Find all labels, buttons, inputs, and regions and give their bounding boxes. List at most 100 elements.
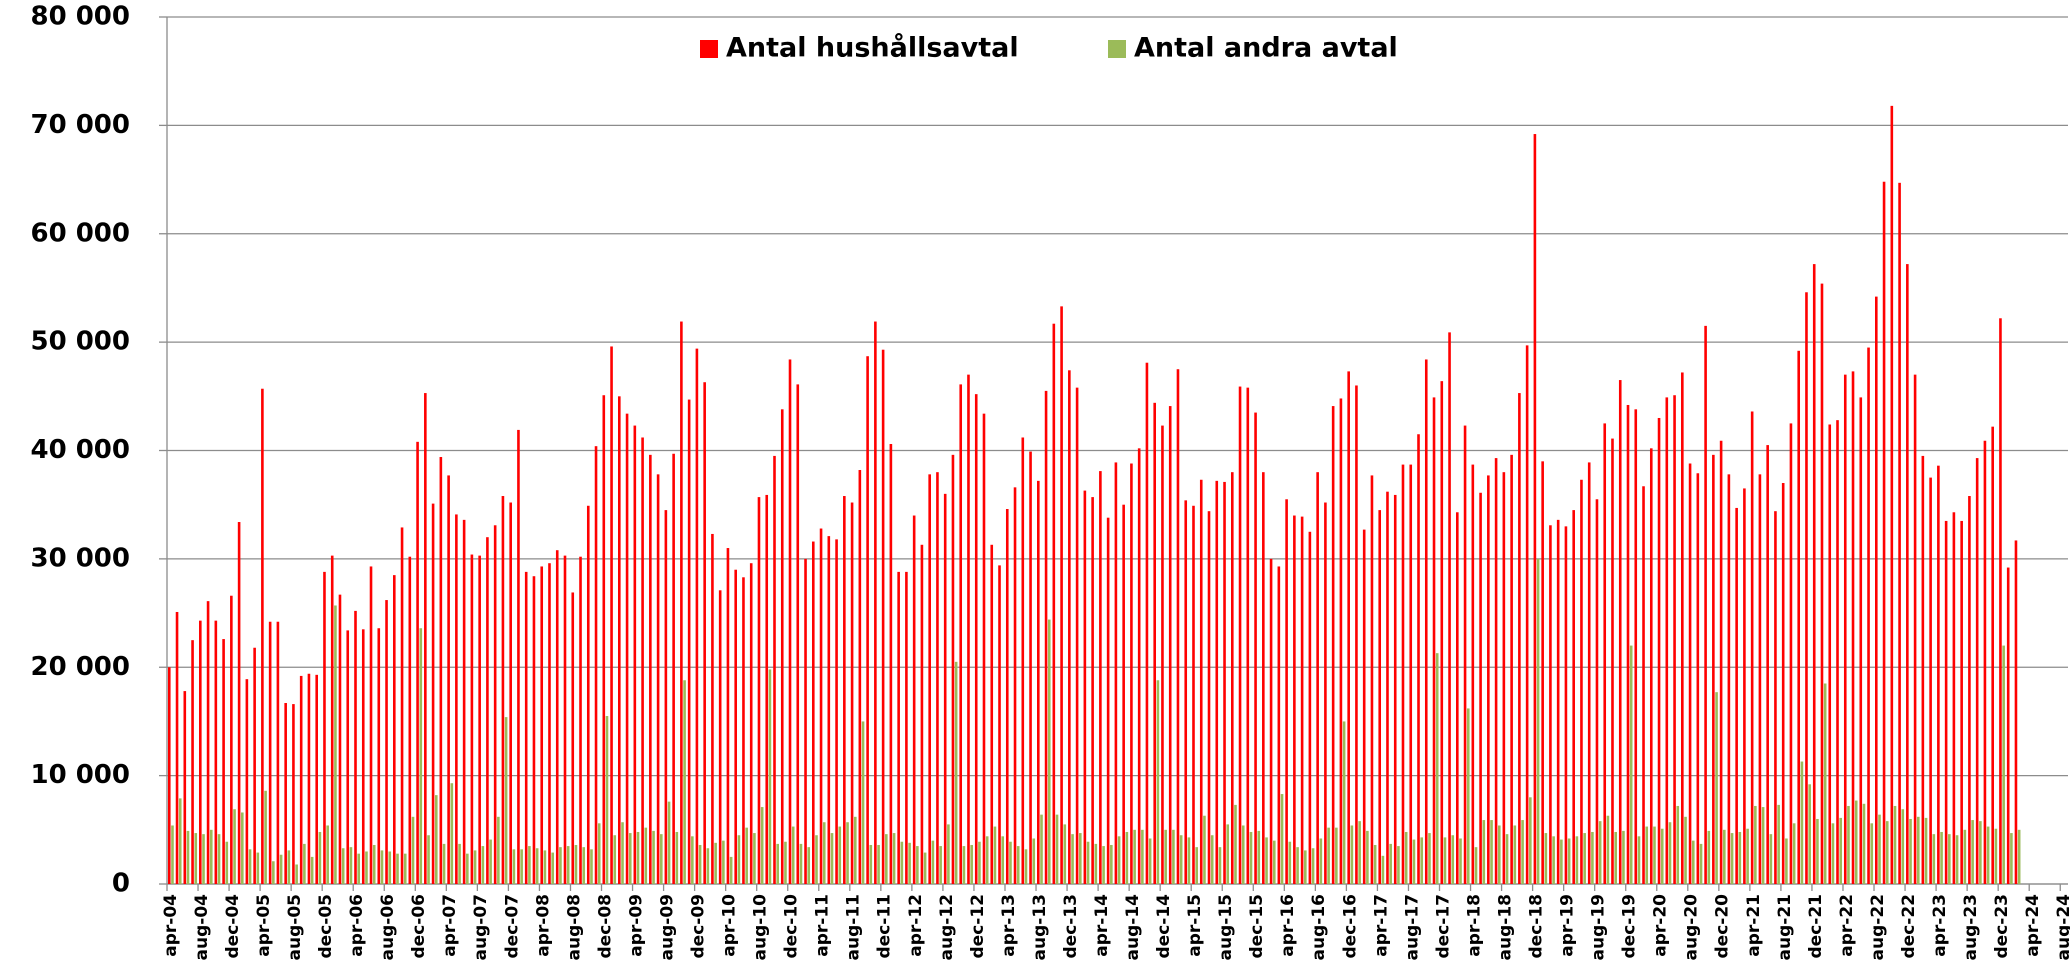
- bar: [1032, 838, 1036, 884]
- bar: [1944, 520, 1948, 884]
- x-tick-label: aug-07: [471, 894, 491, 960]
- bar: [555, 550, 559, 884]
- bar: [714, 842, 717, 884]
- bar: [1164, 829, 1167, 884]
- y-tick-label: 40 000: [30, 435, 130, 465]
- bar: [644, 827, 648, 884]
- bar: [447, 475, 450, 884]
- bar: [807, 847, 811, 884]
- bar: [610, 346, 613, 885]
- bar: [1161, 425, 1164, 884]
- bar: [1932, 834, 1936, 884]
- bar: [1456, 512, 1459, 884]
- bar: [768, 669, 772, 884]
- bar: [1882, 181, 1886, 885]
- bar: [489, 839, 492, 884]
- bar: [835, 539, 838, 884]
- bar: [1288, 841, 1292, 884]
- bar: [667, 801, 671, 884]
- bar: [843, 496, 846, 884]
- bar: [660, 834, 663, 884]
- bar: [566, 846, 570, 884]
- bar: [1901, 809, 1905, 884]
- bar: [1766, 445, 1769, 884]
- x-tick-label: dec-15: [1247, 894, 1267, 959]
- bar: [923, 852, 927, 884]
- x-tick-label: dec-13: [1061, 894, 1081, 959]
- bar: [947, 824, 950, 884]
- x-tick-label: aug-05: [285, 894, 305, 960]
- x-tick-label: dec-16: [1340, 894, 1360, 959]
- bar: [458, 843, 461, 884]
- bar: [245, 679, 249, 884]
- x-tick-label: dec-11: [875, 894, 895, 959]
- bar: [2006, 567, 2010, 884]
- bar: [1300, 516, 1304, 884]
- bar: [1518, 393, 1521, 884]
- bar: [1968, 496, 1971, 884]
- bar: [1505, 834, 1509, 884]
- bar: [1727, 474, 1731, 884]
- x-tick-label: dec-05: [316, 894, 336, 959]
- bar: [1955, 835, 1959, 884]
- legend-swatch: [700, 40, 718, 58]
- bar: [481, 846, 485, 884]
- bar: [1471, 464, 1475, 884]
- bar: [1906, 264, 1909, 885]
- bar: [1595, 499, 1599, 884]
- bar: [512, 849, 516, 884]
- bar: [450, 783, 454, 884]
- bar: [1378, 510, 1382, 884]
- bar: [869, 844, 873, 884]
- bar: [520, 849, 523, 884]
- bar: [473, 850, 477, 884]
- bar: [962, 846, 966, 884]
- bar: [1948, 834, 1951, 884]
- bar: [1723, 829, 1726, 884]
- bar: [1606, 815, 1610, 884]
- bar: [2002, 645, 2005, 884]
- bar: [1979, 821, 1982, 884]
- x-tick-label: aug-19: [1589, 894, 1609, 960]
- bar: [1665, 397, 1669, 884]
- bar: [1184, 500, 1188, 884]
- x-tick-label: aug-14: [1123, 894, 1143, 961]
- bar: [1370, 475, 1374, 884]
- bar: [1145, 362, 1149, 884]
- bar: [206, 601, 210, 884]
- x-tick-label: dec-23: [1992, 894, 2012, 959]
- bar: [978, 841, 981, 884]
- bar: [1587, 462, 1591, 884]
- bar: [225, 841, 229, 884]
- bar: [1479, 492, 1482, 884]
- bar: [858, 470, 862, 884]
- bar: [1991, 426, 1994, 884]
- bar: [695, 348, 699, 884]
- x-tick-label: aug-16: [1309, 894, 1329, 960]
- bar: [1319, 838, 1323, 884]
- bar: [183, 691, 187, 884]
- bar: [1875, 296, 1878, 884]
- bar: [1684, 816, 1687, 884]
- bar: [1707, 830, 1711, 884]
- x-tick-label: dec-19: [1620, 894, 1640, 959]
- bar: [900, 841, 904, 884]
- bar: [1265, 837, 1268, 884]
- bar: [1304, 850, 1307, 884]
- bar: [691, 836, 694, 884]
- bar: [819, 528, 823, 884]
- bar: [1890, 105, 1894, 885]
- bar: [1210, 835, 1214, 884]
- bar: [175, 611, 179, 884]
- x-tick-label: dec-18: [1526, 894, 1546, 959]
- bar: [380, 850, 384, 884]
- bar: [1021, 437, 1025, 884]
- bar: [1521, 820, 1524, 884]
- bar: [1704, 325, 1707, 884]
- bar: [1618, 380, 1622, 884]
- bar: [171, 825, 174, 884]
- bar: [299, 675, 303, 884]
- x-tick-label: dec-20: [1713, 894, 1733, 959]
- bar: [199, 620, 202, 884]
- bar: [1040, 814, 1043, 884]
